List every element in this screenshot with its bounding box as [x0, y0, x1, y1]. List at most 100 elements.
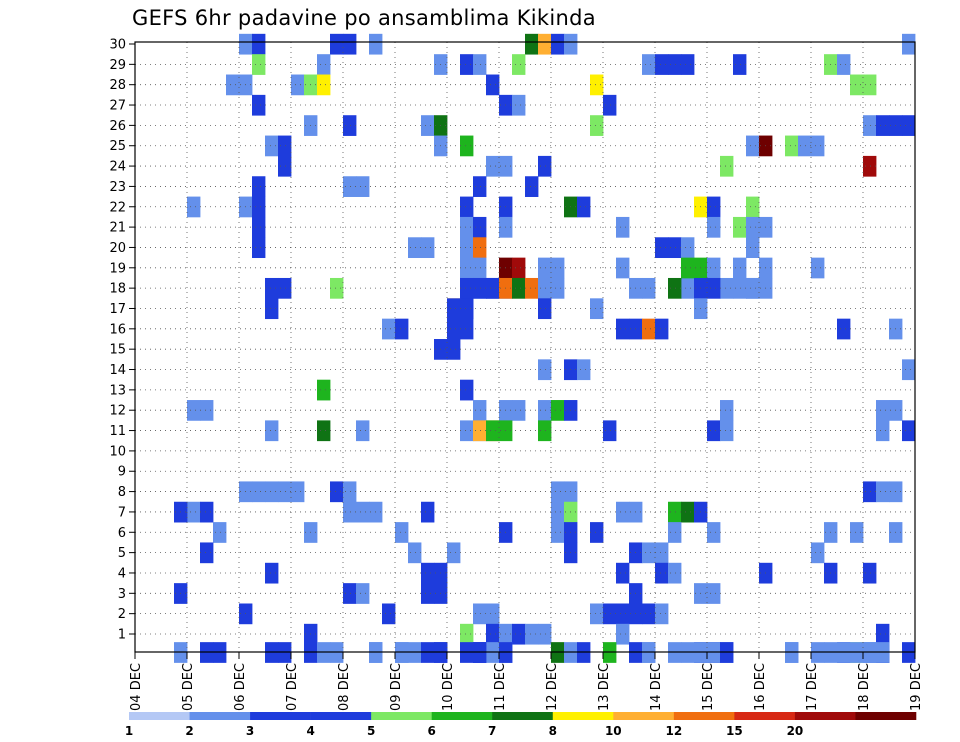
heatmap-cell: [668, 277, 682, 299]
grid-lines: [135, 42, 915, 652]
y-tick-label: 21: [109, 221, 126, 236]
heatmap-cell: [512, 277, 526, 299]
y-tick-label: 6: [118, 526, 126, 541]
colorbar-swatch: [613, 712, 675, 720]
heatmap-cell: [850, 522, 864, 543]
heatmap-cell: [408, 237, 422, 259]
heatmap-cell: [252, 94, 266, 116]
heatmap-cell: [486, 603, 500, 625]
colorbar-swatch: [189, 712, 251, 720]
y-tick-label: 25: [109, 139, 126, 154]
colorbar: 1 2 3 4 5 6 7 8 10 12 15 20: [125, 712, 917, 738]
y-tick-label: 12: [109, 404, 126, 419]
heatmap-cell: [863, 562, 877, 584]
heatmap-cell: [317, 420, 331, 442]
heatmap-cell: [473, 176, 487, 197]
y-tick-label: 18: [109, 282, 126, 297]
heatmap-cell: [343, 176, 357, 197]
heatmap-cell: [200, 400, 214, 421]
heatmap-cell: [616, 623, 630, 645]
heatmap-cell: [343, 583, 357, 604]
y-tick-label: 16: [109, 322, 126, 337]
heatmap-cell: [876, 481, 890, 503]
x-tick-label: 10 DEC: [441, 663, 456, 711]
heatmap-cell: [681, 277, 695, 299]
heatmap-cell: [460, 237, 474, 259]
heatmap-cell: [330, 33, 344, 55]
colorbar-label: 20: [787, 724, 804, 738]
heatmap-cell: [291, 74, 305, 96]
heatmap-cell: [187, 400, 201, 421]
heatmap-cell: [473, 237, 487, 259]
heatmap-cell: [395, 522, 409, 543]
y-tick-label: 23: [109, 180, 126, 195]
heatmap-cell: [512, 94, 526, 116]
heatmap-cell: [603, 603, 617, 625]
heatmap-cell: [746, 277, 760, 299]
heatmap-cell: [733, 216, 747, 238]
y-tick-label: 13: [109, 383, 126, 398]
heatmap-cell: [473, 277, 487, 299]
heatmap-cell: [213, 522, 227, 543]
x-tick-label: 17 DEC: [805, 663, 820, 711]
heatmap-cell: [551, 277, 565, 299]
colorbar-swatch: [673, 712, 735, 720]
x-tick-label: 19 DEC: [909, 663, 924, 711]
heatmap-cell: [473, 257, 487, 279]
heatmap-cell: [590, 603, 604, 625]
heatmap-cell: [902, 33, 916, 55]
colorbar-swatch: [310, 712, 372, 720]
heatmap-cell: [681, 54, 695, 75]
heatmap-cell: [460, 135, 474, 157]
y-tick-label: 26: [109, 119, 126, 134]
heatmap-cell: [317, 74, 331, 96]
heatmap-cell: [512, 400, 526, 421]
heatmap-cell: [616, 318, 630, 340]
y-tick-label: 4: [118, 566, 126, 581]
heatmap-cell: [551, 400, 565, 421]
heatmap-cell: [382, 318, 396, 340]
colorbar-label: 6: [428, 724, 436, 738]
heatmap-cell: [551, 501, 565, 523]
x-tick-label: 06 DEC: [233, 663, 248, 711]
y-tick-label: 1: [118, 628, 126, 643]
heatmap-cell: [252, 176, 266, 197]
heatmap-cell: [668, 522, 682, 543]
heatmap-cell: [512, 54, 526, 75]
heatmap-cell: [538, 400, 552, 421]
chart-title: GEFS 6hr padavine po ansamblima Kikinda: [132, 6, 596, 30]
heatmap-cell: [473, 400, 487, 421]
heatmap-cell: [265, 481, 279, 503]
heatmap-cell: [447, 339, 461, 360]
heatmap-cell: [655, 237, 669, 259]
heatmap-cell: [473, 420, 487, 442]
colorbar-swatch: [552, 712, 614, 720]
heatmap-cell: [603, 94, 617, 116]
heatmap-cell: [486, 74, 500, 96]
heatmap-cell: [538, 298, 552, 320]
y-tick-label: 28: [109, 78, 126, 93]
heatmap-cell: [239, 33, 253, 55]
heatmap-cell: [876, 400, 890, 421]
colorbar-swatch: [371, 712, 432, 720]
heatmap-cell: [538, 277, 552, 299]
heatmap-cell: [252, 216, 266, 238]
heatmap-cell: [720, 400, 734, 421]
heatmap-cell: [707, 583, 721, 604]
heatmap-cell: [265, 298, 279, 320]
x-tick-label: 14 DEC: [649, 663, 664, 711]
heatmap-cell: [265, 420, 279, 442]
heatmap-cell: [525, 33, 539, 55]
heatmap-cell: [460, 379, 474, 401]
heatmap-cell: [876, 115, 890, 136]
heatmap-cell: [486, 277, 500, 299]
heatmap-cell: [356, 420, 370, 442]
heatmap-cell: [317, 379, 331, 401]
heatmap-cell: [902, 359, 916, 381]
heatmap-cell: [538, 155, 552, 177]
heatmap-cell: [460, 196, 474, 218]
x-tick-label: 16 DEC: [753, 663, 768, 711]
heatmap-cell: [577, 196, 591, 218]
heatmap-cell: [564, 33, 578, 55]
y-tick-label: 20: [109, 241, 126, 256]
